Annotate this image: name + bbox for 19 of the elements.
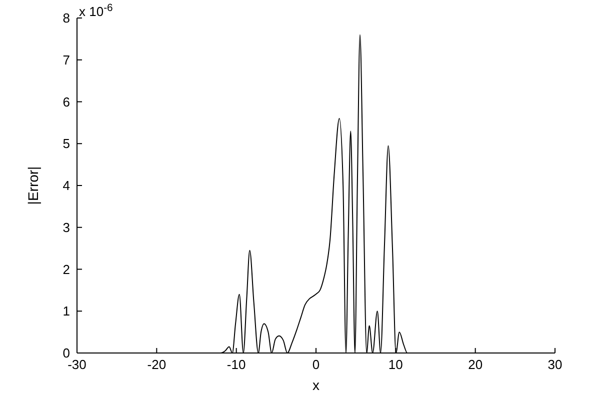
y-tick-label: 6 <box>62 94 70 110</box>
y-tick-label: 0 <box>62 346 70 360</box>
y-tick-label: 8 <box>62 10 70 26</box>
x-tick-label: -20 <box>147 357 166 372</box>
x-axis-title: x <box>312 377 320 393</box>
annotation: x 10$^{-6}$ <box>79 2 114 19</box>
y-tick-label: 1 <box>62 304 70 319</box>
x-tick-label: 10 <box>388 357 403 372</box>
y-tick-label: 4 <box>62 178 70 193</box>
x-tick-label: -30 <box>68 357 86 372</box>
x-tick-label: -10 <box>226 357 246 372</box>
x-tick-label: 20 <box>468 357 483 372</box>
y-tick-label: 3 <box>62 220 70 235</box>
x-tick-label: 30 <box>548 357 562 372</box>
y-tick-label: 5 <box>62 136 70 152</box>
y-axis-title: |Error| <box>25 166 41 205</box>
y-tick-label: 7 <box>62 52 70 68</box>
x-tick-label: 0 <box>312 357 320 372</box>
y-tick-label: 2 <box>62 262 70 277</box>
